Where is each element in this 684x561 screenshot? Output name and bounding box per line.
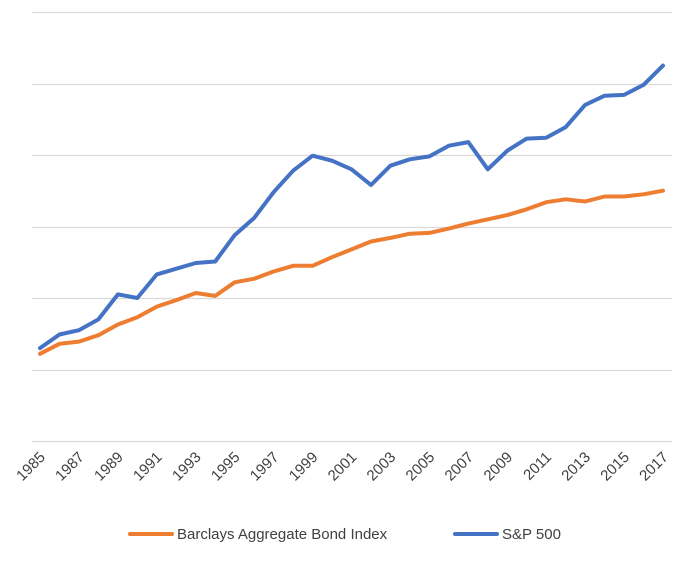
x-tick-label-2013: 2013 <box>558 449 594 485</box>
x-tick-label-2003: 2003 <box>364 449 400 485</box>
x-tick-label-2015: 2015 <box>597 449 633 485</box>
x-tick-label-2001: 2001 <box>325 449 361 485</box>
x-tick-label-1985: 1985 <box>13 449 49 485</box>
x-tick-label-1989: 1989 <box>91 449 127 485</box>
legend-label-sp500: S&P 500 <box>502 526 561 543</box>
x-tick-label-1987: 1987 <box>52 449 88 485</box>
x-tick-label-2009: 2009 <box>481 449 517 485</box>
x-tick-label-1995: 1995 <box>208 449 244 485</box>
series-lines <box>38 63 665 356</box>
series-line-sp500 <box>38 63 665 351</box>
x-tick-label-2011: 2011 <box>520 449 555 484</box>
x-tick-label-1997: 1997 <box>247 449 283 485</box>
legend: Barclays Aggregate Bond Index S&P 500 <box>128 526 561 543</box>
x-tick-label-1993: 1993 <box>169 449 205 485</box>
gridlines <box>32 11 672 443</box>
x-tick-label-2005: 2005 <box>403 449 439 485</box>
x-tick-label-1999: 1999 <box>286 449 322 485</box>
x-axis-tick-labels: 1985 1987 1989 1991 1993 1995 1997 1999 2001 2003… <box>13 449 672 485</box>
legend-label-bond-index: Barclays Aggregate Bond Index <box>177 526 388 543</box>
x-tick-label-2007: 2007 <box>442 449 478 485</box>
x-tick-label-1991: 1991 <box>130 449 166 485</box>
series-line-bond-index <box>38 188 665 356</box>
x-tick-label-2017: 2017 <box>636 449 672 485</box>
